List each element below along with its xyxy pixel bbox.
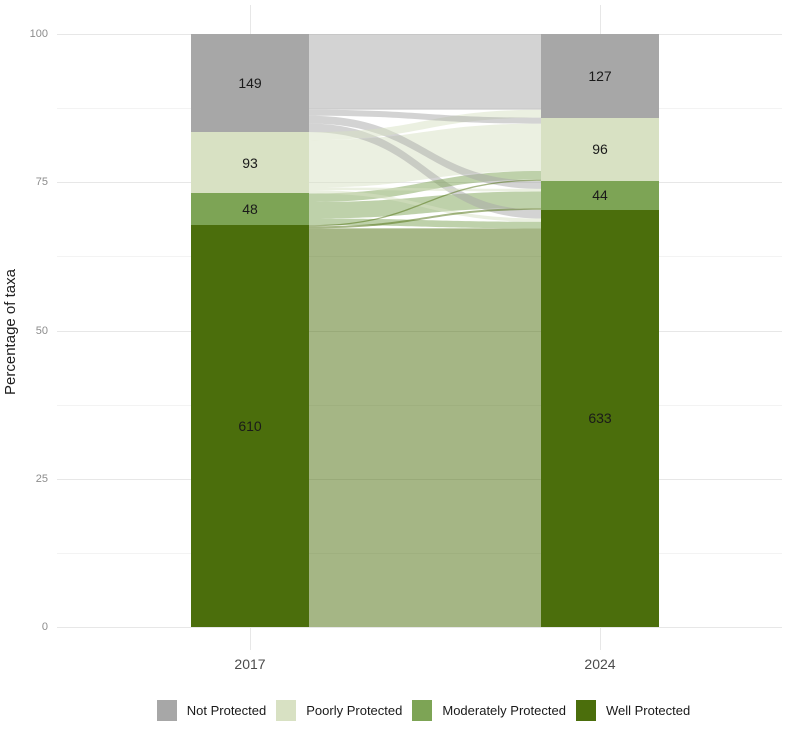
- legend-item-not-protected: Not Protected: [156, 699, 267, 721]
- legend-swatch-well-protected: [575, 699, 596, 721]
- bar-value-label: 48: [242, 201, 258, 218]
- bar-segment-2017-moderately-protected: 48: [191, 193, 309, 226]
- bar-value-label: 44: [592, 187, 608, 204]
- gridline-y-75: [57, 182, 782, 183]
- legend-item-well-protected: Well Protected: [575, 699, 691, 721]
- legend: Not Protected Poorly Protected Moderatel…: [0, 698, 800, 722]
- bar-value-label: 93: [242, 154, 258, 171]
- legend-item-moderately-protected: Moderately Protected: [412, 699, 566, 721]
- legend-item-poorly-protected: Poorly Protected: [276, 699, 403, 721]
- gridline-y-0: [57, 627, 782, 628]
- y-tick-label-75: 75: [35, 176, 48, 189]
- flow-well-protected-to-moderately-protected: [309, 207, 541, 229]
- flow-well-protected-to-poorly-protected: [309, 179, 541, 227]
- y-tick-label-50: 50: [35, 324, 48, 337]
- y-tick-label-25: 25: [35, 472, 48, 485]
- bar-segment-2024-well-protected: 633: [541, 209, 659, 627]
- x-tick-label-2024: 2024: [584, 656, 616, 672]
- legend-label-not-protected: Not Protected: [186, 702, 267, 718]
- bar-segment-2024-moderately-protected: 44: [541, 180, 659, 210]
- x-tick-label-2017: 2017: [234, 656, 266, 672]
- bar-value-label: 610: [238, 418, 262, 435]
- bar-value-label: 127: [588, 67, 612, 84]
- flow-not-protected-to-well-protected: [309, 123, 541, 219]
- flow-not-protected-to-poorly-protected: [309, 109, 541, 124]
- flow-poorly-protected-to-moderately-protected: [309, 187, 541, 192]
- bar-segment-2017-poorly-protected: 93: [191, 132, 309, 194]
- bar-segment-2017-not-protected: 149: [191, 34, 309, 133]
- bar-value-label: 633: [588, 410, 612, 427]
- flow-not-protected-to-moderately-protected: [309, 115, 541, 189]
- legend-label-poorly-protected: Poorly Protected: [306, 702, 403, 718]
- flow-poorly-protected-to-well-protected: [309, 190, 541, 222]
- bar-segment-2024-poorly-protected: 96: [541, 117, 659, 181]
- y-tick-label-0: 0: [41, 621, 48, 633]
- flow-not-protected-to-not-protected: [309, 34, 541, 110]
- legend-swatch-moderately-protected: [412, 699, 433, 721]
- legend-swatch-poorly-protected: [276, 699, 297, 721]
- bar-value-label: 96: [592, 141, 608, 158]
- flow-well-protected-to-well-protected: [309, 228, 541, 627]
- bar-segment-2017-well-protected: 610: [191, 225, 309, 627]
- bar-value-label: 149: [238, 75, 262, 92]
- legend-label-well-protected: Well Protected: [605, 702, 691, 718]
- y-tick-label-100: 100: [29, 28, 48, 40]
- legend-swatch-not-protected: [156, 699, 177, 721]
- legend-label-moderately-protected: Moderately Protected: [442, 702, 566, 718]
- bar-segment-2024-not-protected: 127: [541, 34, 659, 118]
